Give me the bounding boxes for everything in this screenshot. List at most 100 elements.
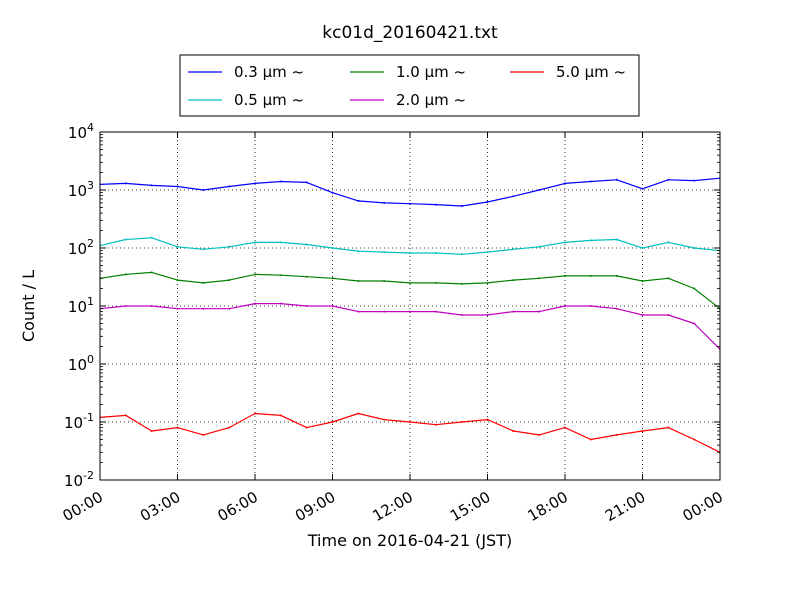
- data-point: [124, 273, 127, 276]
- data-point: [409, 252, 411, 254]
- data-point: [202, 189, 205, 191]
- x-tick-label: 18:00: [525, 488, 571, 525]
- series-line-3: [100, 271, 720, 310]
- data-point: [693, 179, 696, 182]
- x-tick-label: 06:00: [215, 488, 261, 525]
- data-point: [589, 438, 592, 441]
- data-point: [228, 307, 231, 310]
- data-point: [124, 182, 127, 185]
- data-point: [176, 185, 179, 188]
- data-point: [486, 281, 489, 284]
- y-tick-label: 101: [68, 295, 94, 316]
- data-point: [331, 305, 334, 307]
- data-point: [512, 279, 515, 282]
- data-point: [124, 414, 127, 417]
- data-point: [331, 277, 334, 280]
- y-tick-label: 104: [68, 121, 94, 142]
- y-axis-label: Count / L: [19, 270, 38, 342]
- chart-title: kc01d_20160421.txt: [322, 23, 498, 43]
- data-point: [150, 305, 153, 307]
- data-point: [615, 178, 618, 181]
- data-point: [667, 178, 670, 181]
- data-point: [615, 307, 618, 310]
- data-point: [564, 182, 566, 185]
- x-tick-label: 00:00: [680, 488, 726, 525]
- data-point: [615, 238, 618, 241]
- data-point: [357, 310, 360, 313]
- data-point: [176, 426, 179, 429]
- series-line-4: [100, 303, 720, 350]
- data-point: [641, 280, 644, 282]
- data-point: [538, 189, 541, 191]
- legend-label: 5.0 μm ~: [556, 63, 626, 81]
- data-point: [667, 241, 670, 244]
- data-point: [124, 238, 127, 241]
- x-tick-label: 12:00: [370, 488, 416, 525]
- data-point: [305, 181, 308, 184]
- data-point: [615, 433, 618, 436]
- data-point: [589, 239, 592, 242]
- data-point: [383, 251, 386, 254]
- data-point: [202, 433, 205, 436]
- data-point: [538, 245, 541, 248]
- data-point: [383, 418, 386, 421]
- data-point: [667, 314, 670, 316]
- data-point: [693, 287, 696, 290]
- y-tick-label: 103: [68, 179, 94, 200]
- data-point: [641, 247, 644, 249]
- data-point: [331, 421, 334, 423]
- data-point: [305, 243, 308, 246]
- data-point: [228, 279, 231, 282]
- data-point: [434, 281, 437, 284]
- data-point: [409, 310, 411, 313]
- data-point: [202, 248, 205, 251]
- data-point: [589, 180, 592, 183]
- data-point: [564, 426, 566, 429]
- data-point: [254, 412, 256, 415]
- data-point: [305, 275, 308, 278]
- legend-label: 2.0 μm ~: [396, 91, 466, 109]
- data-point: [641, 187, 644, 190]
- data-point: [202, 307, 205, 310]
- data-point: [228, 185, 231, 188]
- data-point: [409, 202, 411, 205]
- data-point: [641, 314, 644, 316]
- x-tick-label: 15:00: [447, 488, 493, 525]
- data-point: [693, 322, 696, 325]
- data-point: [150, 236, 153, 239]
- data-point: [486, 418, 489, 421]
- data-point: [150, 271, 153, 274]
- data-point: [434, 310, 437, 313]
- legend: 0.3 μm ~ 0.5 μm ~ 1.0 μm ~ 2.0 μm ~ 5.0 μm ~: [179, 54, 640, 117]
- data-point: [589, 305, 592, 307]
- data-point: [409, 281, 411, 284]
- data-point: [150, 430, 153, 432]
- x-tick-label: 03:00: [137, 488, 183, 525]
- data-point: [409, 421, 411, 423]
- data-point: [357, 412, 360, 415]
- data-point: [383, 310, 386, 313]
- data-point: [434, 423, 437, 426]
- legend-label: 0.5 μm ~: [234, 91, 304, 109]
- data-point: [305, 305, 308, 307]
- data-point: [512, 310, 515, 313]
- data-point: [564, 305, 566, 307]
- data-point: [176, 279, 179, 282]
- data-point: [279, 414, 282, 417]
- x-tick-label: 00:00: [60, 488, 106, 525]
- data-point: [486, 251, 489, 254]
- data-point: [357, 199, 360, 202]
- data-point: [150, 184, 153, 187]
- data-point: [460, 282, 463, 285]
- y-tick-label: 100: [68, 353, 94, 374]
- data-point: [641, 430, 644, 432]
- data-point: [615, 274, 618, 277]
- data-point: [693, 438, 696, 441]
- data-point: [512, 248, 515, 251]
- data-point: [667, 426, 670, 429]
- y-tick-label: 10-1: [64, 411, 94, 432]
- data-point: [486, 201, 489, 203]
- y-tick-label: 102: [68, 237, 94, 258]
- data-point: [202, 281, 205, 284]
